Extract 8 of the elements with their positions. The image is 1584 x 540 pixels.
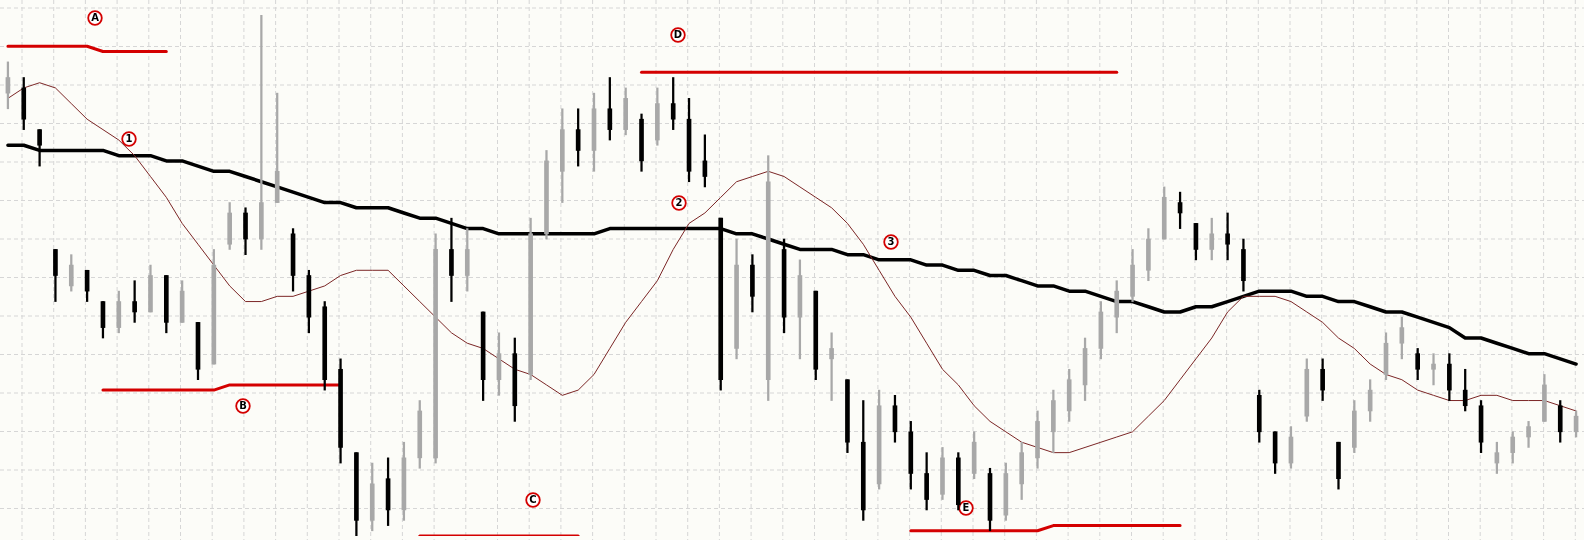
annotation: 3 [887,236,895,248]
annotation: A [91,12,100,24]
annotation: E [962,502,970,514]
annotation: B [239,400,247,412]
annotation: C [529,494,537,506]
annotation: 1 [125,133,133,145]
annotation: D [673,29,683,41]
annotation: 2 [675,197,683,209]
